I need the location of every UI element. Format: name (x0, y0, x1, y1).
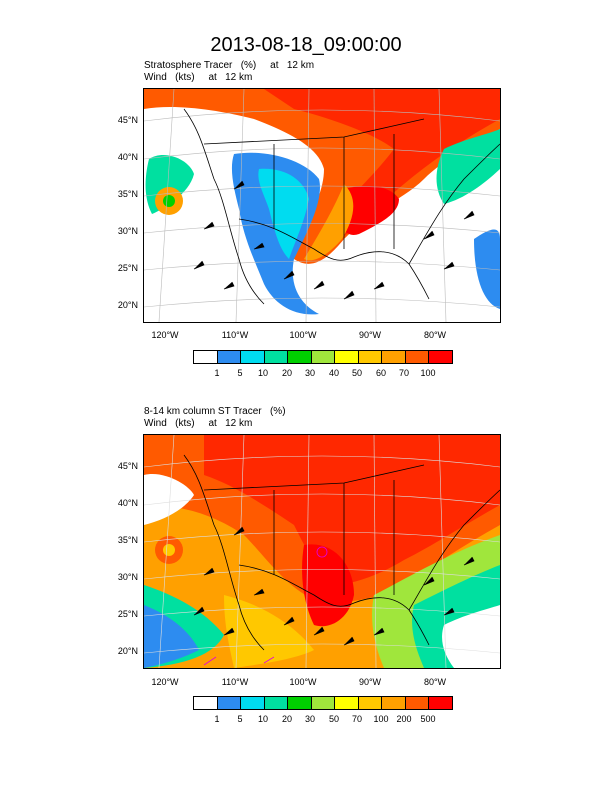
panel1-map (143, 88, 501, 323)
colorbar-swatch (194, 697, 218, 709)
page-title: 2013-08-18_09:00:00 (210, 34, 402, 56)
panel1-colorbar-label: 20 (281, 368, 292, 378)
panel1-title-line2: Wind (kts) at 12 km (144, 72, 253, 83)
panel1-lon-label: 110°W (221, 330, 249, 340)
colorbar-swatch (382, 697, 406, 709)
panel1-lat-label: 20°N (117, 300, 138, 310)
panel1-colorbar-label: 10 (257, 368, 268, 378)
panel1-colorbar-label: 40 (328, 368, 339, 378)
panel2-lon-label: 110°W (221, 677, 249, 687)
panel1-lat-label: 40°N (117, 152, 138, 162)
panel2-title-line1: 8-14 km column ST Tracer (%) (144, 406, 286, 417)
panel2-lon-label: 100°W (289, 677, 317, 687)
panel2-lon-label: 90°W (358, 677, 382, 687)
panel2-colorbar-label: 70 (351, 714, 362, 724)
colorbar-swatch (311, 351, 336, 363)
colorbar-swatch (241, 351, 265, 363)
colorbar-swatch (194, 351, 218, 363)
colorbar-swatch (217, 697, 242, 709)
panel2-colorbar (193, 696, 453, 710)
panel2-colorbar-label: 50 (328, 714, 339, 724)
panel1-colorbar-label: 50 (351, 368, 362, 378)
panel1-lon-label: 90°W (358, 330, 382, 340)
panel2-colorbar-label: 100 (373, 714, 389, 724)
panel2-colorbar-label: 10 (257, 714, 268, 724)
panel1-colorbar-label: 30 (304, 368, 315, 378)
panel1-colorbar-label: 60 (375, 368, 386, 378)
panel1-colorbar-label: 5 (237, 368, 243, 378)
panel1-lat-label: 25°N (117, 263, 138, 273)
panel2-lat-label: 30°N (117, 572, 138, 582)
panel2-colorbar-label: 5 (237, 714, 243, 724)
panel2-lon-label: 80°W (423, 677, 447, 687)
panel2-field (144, 435, 500, 668)
panel2-lat-label: 45°N (117, 461, 138, 471)
panel2-map (143, 434, 501, 669)
panel2-lat-label: 40°N (117, 498, 138, 508)
panel1-title-line1: Stratosphere Tracer (%) at 12 km (144, 60, 315, 71)
panel2-lat-label: 25°N (117, 609, 138, 619)
panel1-lon-label: 100°W (289, 330, 317, 340)
panel2-lon-label: 120°W (151, 677, 179, 687)
panel2-colorbar-label: 500 (420, 714, 436, 724)
panel1-lon-label: 120°W (151, 330, 179, 340)
panel1-lon-label: 80°W (423, 330, 447, 340)
panel2-lat-label: 35°N (117, 535, 138, 545)
panel1-colorbar-label: 100 (420, 368, 436, 378)
colorbar-swatch (429, 351, 453, 363)
panel1-lat-label: 35°N (117, 189, 138, 199)
colorbar-swatch (241, 697, 265, 709)
panel1-colorbar-label: 1 (214, 368, 220, 378)
colorbar-swatch (288, 697, 312, 709)
colorbar-swatch (264, 351, 289, 363)
colorbar-swatch (429, 697, 453, 709)
panel1-field (144, 89, 500, 322)
colorbar-swatch (335, 351, 359, 363)
panel2-colorbar-label: 20 (281, 714, 292, 724)
panel2-colorbar-label: 200 (396, 714, 412, 724)
colorbar-swatch (217, 351, 242, 363)
colorbar-swatch (382, 351, 406, 363)
colorbar-swatch (358, 351, 383, 363)
colorbar-swatch (264, 697, 289, 709)
panel1-colorbar-label: 70 (398, 368, 409, 378)
colorbar-swatch (288, 351, 312, 363)
colorbar-swatch (358, 697, 383, 709)
colorbar-swatch (335, 697, 359, 709)
panel2-colorbar-label: 30 (304, 714, 315, 724)
panel1-colorbar (193, 350, 453, 364)
colorbar-swatch (405, 351, 430, 363)
panel1-lat-label: 45°N (117, 115, 138, 125)
panel1-lat-label: 30°N (117, 226, 138, 236)
colorbar-swatch (311, 697, 336, 709)
panel2-colorbar-label: 1 (214, 714, 220, 724)
colorbar-swatch (405, 697, 430, 709)
panel2-lat-label: 20°N (117, 646, 138, 656)
panel2-title-line2: Wind (kts) at 12 km (144, 418, 253, 429)
